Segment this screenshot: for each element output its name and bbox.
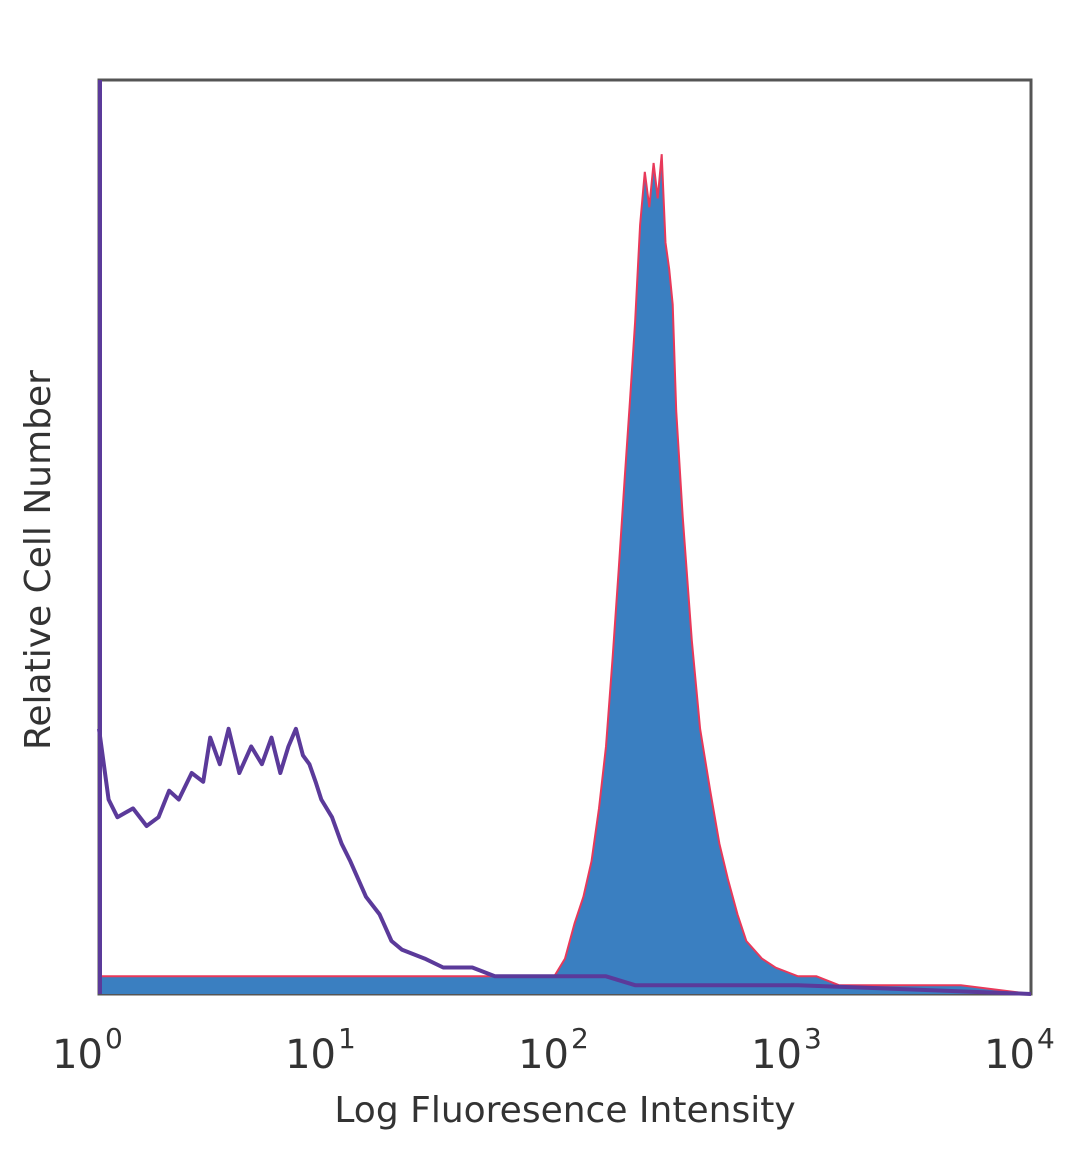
series-1-line	[97, 726, 1032, 996]
series-layer	[97, 80, 1032, 996]
x-tick-base: 10	[285, 1032, 336, 1078]
x-tick-0: 10 0	[52, 1022, 123, 1078]
x-axis-title: Log Fluoresence Intensity	[334, 1090, 795, 1131]
x-tick-exponent: 0	[105, 1022, 123, 1055]
x-tick-1: 10 1	[285, 1022, 356, 1078]
x-tick-4: 10 4	[984, 1022, 1055, 1078]
series-0-edge	[99, 154, 1032, 995]
x-tick-labels: 10 0 10 1 10 2 10 3 10 4	[52, 1022, 1055, 1078]
x-tick-2: 10 2	[518, 1022, 589, 1078]
x-tick-base: 10	[52, 1032, 103, 1078]
x-tick-exponent: 4	[1037, 1022, 1055, 1055]
y-axis-title: Relative Cell Number	[18, 370, 59, 750]
x-tick-exponent: 2	[571, 1022, 589, 1055]
x-tick-3: 10 3	[751, 1022, 822, 1078]
x-tick-base: 10	[751, 1032, 802, 1078]
x-tick-exponent: 1	[338, 1022, 356, 1055]
x-tick-base: 10	[518, 1032, 569, 1078]
x-tick-base: 10	[984, 1032, 1035, 1078]
x-tick-exponent: 3	[804, 1022, 822, 1055]
plot-frame	[97, 78, 1033, 996]
